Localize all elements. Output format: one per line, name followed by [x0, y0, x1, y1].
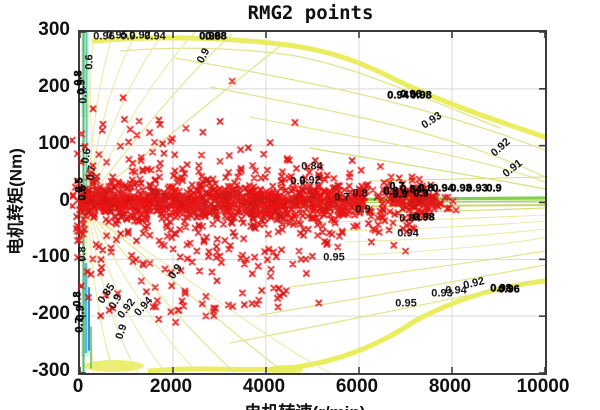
contour-label: 0.98	[410, 89, 432, 102]
y-tick-label: -100	[31, 246, 70, 268]
y-tick-label: 200	[38, 75, 70, 97]
contour-label: 0.92	[462, 275, 486, 292]
x-tick-label: 8000	[428, 376, 472, 397]
contour-label: 0.6	[83, 54, 96, 70]
contour-label: 0.96	[498, 283, 520, 296]
contour-label: 0.6	[79, 147, 94, 165]
contour-label: 0.6	[76, 185, 89, 201]
contour-label: 0.93	[450, 182, 472, 195]
contour-label: 0.93	[466, 182, 488, 195]
y-tick-label: -200	[31, 303, 70, 325]
contour-label: 0.96	[199, 30, 221, 43]
contour-label: 0.9	[75, 79, 88, 95]
x-tick-label: 4000	[242, 376, 286, 397]
contour-label: 0.9	[120, 30, 136, 43]
contour-label: 0.95	[395, 297, 417, 310]
contour-label: 0.94	[132, 294, 156, 319]
contour-label: 0.9	[486, 182, 502, 195]
contour-label: 0.7	[84, 164, 99, 182]
contour-label: 0.92	[488, 136, 513, 160]
contour-label: 0.94	[387, 89, 409, 102]
contour-label: 0.8	[418, 182, 434, 195]
contour-label: 0.98	[490, 282, 512, 295]
contour-label: 0.8	[383, 185, 399, 198]
contour-label: 0.94	[397, 227, 419, 240]
contour-label: 0.7	[334, 191, 350, 204]
contour-label: 0.93	[431, 287, 453, 300]
contour-label: 0.92	[299, 174, 321, 187]
x-tick-label: 2000	[149, 376, 193, 397]
contour-label: 0.8	[71, 291, 84, 307]
scatter-points-canvas	[70, 32, 555, 373]
contour-label: 0.9	[355, 203, 371, 216]
contour-label: 0.9	[113, 322, 130, 341]
contour-label: 0.95	[323, 251, 345, 264]
contour-label: 0.96	[400, 88, 422, 101]
contour-label-layer: 0.96 0.95 0.9 0.92 0.94 0.98 0.96 0.9 0.6 0.7 0.8 0…	[72, 29, 545, 373]
contour-label: 0.7	[73, 317, 86, 333]
y-tick-label: 0	[59, 189, 70, 211]
y-tick-label: -300	[31, 360, 70, 381]
contour-label: 0.9	[290, 175, 306, 188]
x-axis-title: 电机转速(r/min)	[155, 398, 455, 410]
chart-title: RMG2 points	[247, 2, 374, 24]
x-tick-label: 10000	[516, 376, 570, 397]
contour-label: 0.8	[76, 246, 89, 262]
contour-label: 0.84	[400, 183, 422, 196]
contour-label: 0.9	[413, 187, 429, 200]
y-tick-label: 100	[38, 132, 70, 154]
contour-label: 0.84	[301, 160, 323, 173]
contour-label: 0.94	[432, 182, 454, 195]
contour-label: 0.9	[194, 46, 213, 66]
plot-area: 0.96 0.95 0.9 0.92 0.94 0.98 0.96 0.9 0.6 0.7 0.8 0…	[70, 29, 555, 375]
contour-label: 0.84	[399, 212, 421, 225]
y-tick-label: 300	[38, 19, 70, 40]
contour-label: 0.98	[413, 211, 435, 224]
contour-label: 0.92	[129, 29, 151, 42]
contour-label: 0.98	[205, 30, 227, 43]
x-tick-label: 6000	[335, 376, 379, 397]
contour-label: 0.94	[445, 284, 467, 297]
contour-label: 0.9	[392, 188, 408, 201]
contour-label: 0.95	[106, 29, 128, 42]
contour-label: 0.96	[93, 30, 115, 43]
contour-label: 0.93	[419, 109, 444, 132]
contour-label: 0.94	[144, 30, 166, 43]
contour-label: 0.8	[352, 187, 368, 200]
x-tick-label: 0	[72, 376, 84, 397]
contour-label: 0.9	[166, 262, 185, 282]
contour-label: 0.91	[500, 157, 525, 180]
contour-label: 0.7	[389, 180, 405, 193]
